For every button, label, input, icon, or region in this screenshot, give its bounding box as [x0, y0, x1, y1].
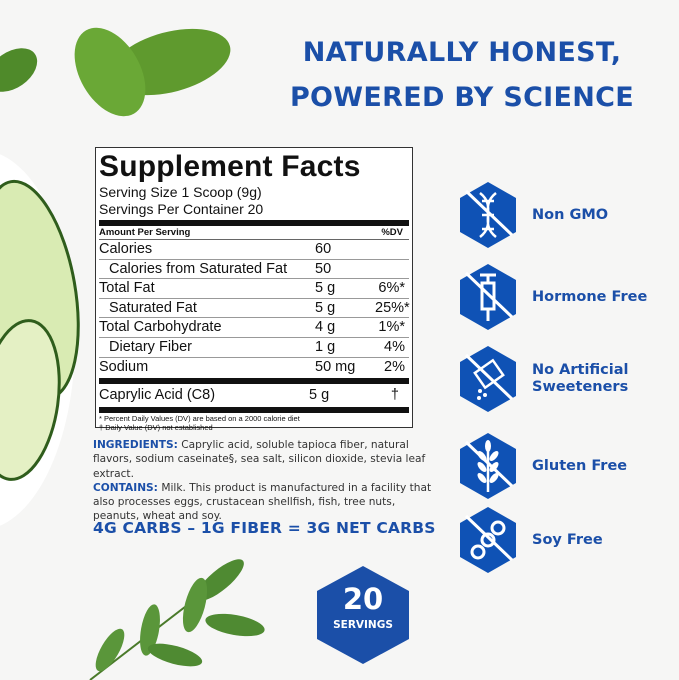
- nutrient-name: Dietary Fiber: [109, 338, 192, 355]
- herb-sprig-image: [89, 559, 265, 680]
- facts-row: Calories 60: [99, 240, 409, 260]
- nutrient-amount: 60: [315, 241, 332, 257]
- headline: NATURALLY HONEST, POWERED BY SCIENCE: [262, 30, 662, 120]
- facts-row: Saturated Fat 5 g 25%*: [99, 299, 410, 319]
- facts-row: Caprylic Acid (C8) 5 g †: [99, 385, 409, 405]
- soybean-crossed-icon: [460, 507, 516, 573]
- facts-row: Calories from Saturated Fat 50: [99, 260, 409, 280]
- claim-label: Soy Free: [532, 531, 603, 548]
- nutrient-amount: 5 g: [309, 387, 330, 404]
- nutrient-name: Total Fat: [99, 280, 155, 297]
- facts-row: Total Fat 5 g 6%*: [99, 279, 409, 299]
- badge-number: 20: [342, 582, 384, 616]
- nutrient-dv: †: [390, 387, 399, 404]
- hexagon-badge-icon: [317, 566, 409, 664]
- amount-header: Amount Per Serving %DV: [99, 227, 409, 240]
- supplement-facts-panel: Supplement Facts Serving Size 1 Scoop (9…: [95, 147, 413, 432]
- nutrient-dv: 25%*: [375, 299, 410, 316]
- divider: [99, 378, 409, 385]
- claim-label: Gluten Free: [532, 457, 628, 474]
- facts-row: Dietary Fiber 1 g 4%: [99, 338, 409, 358]
- nutrient-dv: 4%: [384, 338, 405, 355]
- nutrient-amount: 1 g: [315, 338, 336, 355]
- nutrient-dv: 2%: [384, 358, 405, 375]
- contains-text: Milk. This product is manufactured in a …: [93, 481, 432, 523]
- amount-per-serving-label: Amount Per Serving: [99, 227, 191, 238]
- divider: [99, 407, 409, 414]
- servings-per-container: Servings Per Container 20: [99, 201, 264, 217]
- nutrient-dv: [375, 240, 409, 259]
- headline-line-1: NATURALLY HONEST,: [302, 37, 622, 68]
- cucumber-plate-image: [0, 154, 80, 526]
- syringe-crossed-icon: [460, 264, 516, 330]
- sweetener-packet-crossed-icon: [460, 346, 516, 412]
- dna-crossed-icon: [460, 182, 516, 248]
- nutrient-dv: 6%*: [378, 280, 405, 297]
- claim-non-gmo: Non GMO: [458, 181, 668, 249]
- servings-badge: 20 SERVINGS: [315, 564, 411, 666]
- serving-size: Serving Size 1 Scoop (9g): [99, 184, 262, 200]
- claim-label: No Artificial Sweeteners: [532, 362, 629, 395]
- dv-label: %DV: [381, 227, 403, 238]
- ingredients-text: Caprylic acid, soluble tapioca fiber, na…: [93, 439, 426, 480]
- divider: [99, 220, 409, 226]
- basil-leaves-image: [0, 27, 231, 117]
- net-carbs-line: 4G CARBS – 1G FIBER = 3G NET CARBS: [93, 519, 436, 537]
- nutrient-name: Caprylic Acid (C8): [99, 387, 216, 404]
- facts-row: Sodium 50 mg 2%: [99, 358, 409, 377]
- nutrient-amount: 50 mg: [315, 358, 356, 375]
- claim-label: Hormone Free: [532, 288, 648, 305]
- facts-title: Supplement Facts: [99, 150, 361, 183]
- nutrient-amount: 4 g: [315, 319, 336, 336]
- badge-label: SERVINGS: [333, 619, 393, 631]
- wheat-crossed-icon: [460, 433, 516, 499]
- ingredients-block: INGREDIENTS: Caprylic acid, soluble tapi…: [93, 438, 443, 524]
- nutrient-amount: 50: [315, 260, 332, 277]
- ingredients-label: INGREDIENTS:: [93, 439, 178, 451]
- nutrient-dv: [375, 260, 409, 279]
- nutrient-amount: 5 g: [315, 280, 336, 297]
- claim-no-artificial-sweeteners: No Artificial Sweeteners: [458, 345, 668, 413]
- nutrient-amount: 5 g: [315, 299, 336, 316]
- contains-label: CONTAINS:: [93, 481, 158, 494]
- nutrient-name: Calories from Saturated Fat: [109, 260, 288, 277]
- headline-line-2: POWERED BY SCIENCE: [289, 82, 635, 113]
- footnote-dv: * Percent Daily Values (DV) are based on…: [99, 414, 300, 424]
- footnote-dagger: † Daily Value (DV) not established: [99, 423, 213, 433]
- nutrient-name: Sodium: [99, 358, 149, 375]
- claim-hormone-free: Hormone Free: [458, 263, 668, 331]
- nutrient-dv: 1%*: [378, 319, 405, 336]
- claim-label: Non GMO: [532, 206, 609, 223]
- facts-row: Total Carbohydrate 4 g 1%*: [99, 318, 409, 338]
- claim-soy-free: Soy Free: [458, 506, 668, 574]
- nutrient-name: Total Carbohydrate: [99, 319, 222, 336]
- nutrient-name: Calories: [99, 241, 153, 257]
- claim-gluten-free: Gluten Free: [458, 432, 668, 500]
- nutrient-name: Saturated Fat: [109, 299, 197, 316]
